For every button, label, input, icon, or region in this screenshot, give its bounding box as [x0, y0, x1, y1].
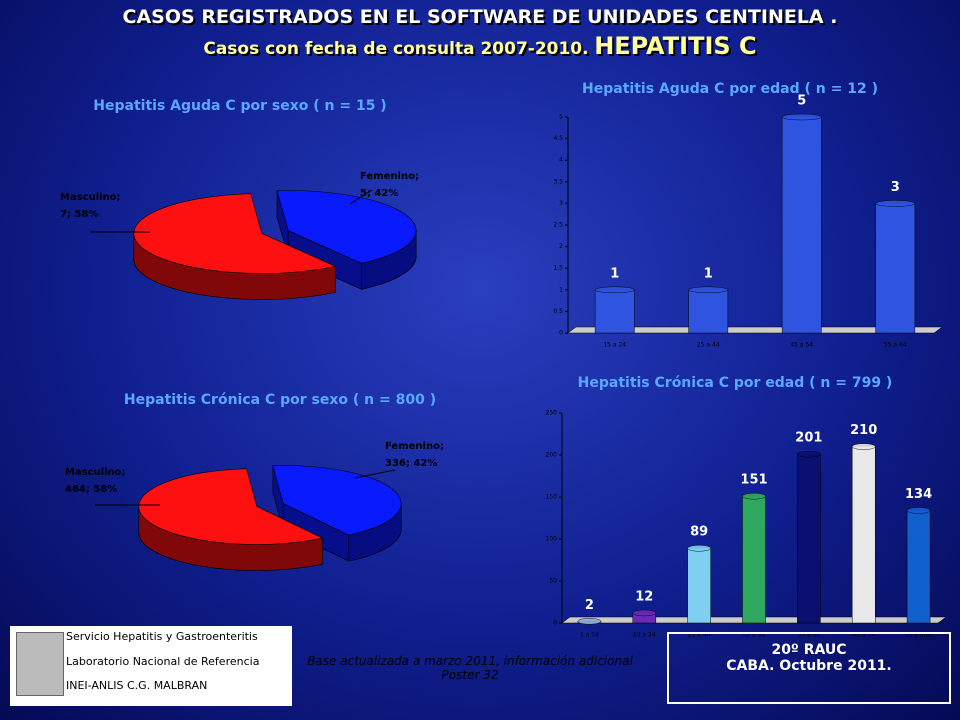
institution-line: Laboratorio Nacional de Referencia	[66, 655, 260, 668]
y-tick-label: 3.5	[553, 178, 563, 185]
bar-value-label: 12	[635, 589, 653, 604]
footnote: Base actualizada a marzo 2011, informaci…	[307, 654, 633, 682]
y-tick-label: 100	[546, 536, 558, 543]
bar-cap	[687, 544, 711, 552]
x-tick-label: 15 a 24	[633, 632, 656, 639]
bar-value-label: 1	[610, 266, 619, 281]
bar-cap	[688, 286, 729, 294]
pie-slice	[272, 465, 402, 536]
y-tick-label: 4	[559, 157, 563, 164]
chart-title: Hepatitis Aguda C por sexo ( n = 15 )	[93, 98, 386, 114]
y-tick-label: 4.5	[553, 135, 563, 142]
bar	[687, 547, 711, 624]
event-line: 20º RAUC	[771, 642, 847, 658]
bar-cap	[781, 113, 822, 121]
y-tick-label: 2	[559, 243, 563, 250]
bar-value-label: 3	[891, 180, 900, 195]
pie-slice	[138, 468, 324, 545]
y-tick-label: 150	[546, 494, 558, 501]
y-tick-label: 0.5	[553, 308, 563, 315]
y-tick-label: 2.5	[553, 222, 563, 229]
pie-slice	[276, 190, 417, 264]
x-tick-label: 25 a 44	[688, 632, 711, 639]
slice-label: 336; 42%	[385, 458, 437, 469]
x-tick-label: 25 a 44	[697, 342, 720, 349]
bar-cap	[797, 450, 821, 458]
pie-slice	[133, 193, 337, 274]
logo	[16, 632, 64, 696]
y-tick-label: 0	[559, 330, 563, 337]
chart-title: Hepatitis Crónica C por sexo ( n = 800 )	[124, 392, 436, 408]
subtitle-emphasis: HEPATITIS C	[594, 32, 757, 60]
bar-value-label: 210	[850, 423, 877, 438]
y-tick-label: 3	[559, 200, 563, 207]
slice-category: Femenino;	[360, 171, 419, 182]
slice-label: 5; 42%	[360, 188, 398, 199]
leader-line	[349, 189, 373, 205]
bar-value-label: 201	[795, 431, 822, 446]
bar-value-label: 5	[797, 94, 806, 109]
x-tick-label: 45 a 54	[743, 632, 766, 639]
institution-line: Servicio Hepatitis y Gastroenteritis	[66, 630, 258, 643]
slide-title: CASOS REGISTRADOS EN EL SOFTWARE DE UNID…	[122, 6, 838, 28]
bar-cap	[632, 609, 657, 617]
bar-cap	[851, 443, 876, 450]
x-tick-label: 65 a 74	[852, 632, 875, 639]
x-tick-label: 55 a 64	[884, 342, 907, 349]
bar	[781, 116, 822, 334]
bar	[875, 203, 916, 334]
slide-subtitle: Casos con fecha de consulta 2007-2010. H…	[0, 32, 960, 60]
bar	[742, 495, 766, 624]
bar	[594, 289, 635, 334]
event-line: CABA. Octubre 2011.	[726, 658, 892, 674]
bar-value-label: 1	[704, 266, 713, 281]
bar	[851, 446, 876, 624]
y-tick-label: 0	[553, 620, 557, 627]
slice-category: Masculino;	[60, 192, 121, 203]
x-tick-label: 1 a 14	[580, 632, 599, 639]
subtitle: Casos con fecha de consulta 2007-2010.	[203, 39, 589, 59]
bar-cap	[742, 492, 766, 500]
leader-line	[354, 469, 396, 479]
institution-box: Servicio Hepatitis y Gastroenteritis Lab…	[10, 626, 292, 706]
y-tick-label: 1.5	[553, 265, 563, 272]
bar	[688, 289, 729, 334]
bar	[797, 453, 821, 624]
bar-value-label: 134	[905, 487, 932, 502]
bar-cap	[875, 200, 916, 207]
bar-value-label: 2	[585, 598, 594, 613]
bar	[906, 510, 931, 624]
y-tick-label: 5	[559, 114, 563, 121]
slice-category: Femenino;	[385, 441, 444, 452]
y-tick-label: 250	[546, 410, 558, 417]
chart-title: Hepatitis Crónica C por edad ( n = 799 )	[578, 375, 893, 391]
slice-category: Masculino;	[65, 467, 126, 478]
x-tick-label: 45 a 54	[790, 342, 813, 349]
bar-cap	[906, 507, 931, 514]
chart-title: Hepatitis Aguda C por edad ( n = 12 )	[582, 81, 878, 97]
x-tick-label: 15 a 24	[603, 342, 626, 349]
x-tick-label: 55 a 64	[797, 632, 820, 639]
bar-cap	[594, 286, 635, 294]
y-tick-label: 1	[559, 286, 563, 293]
bar-value-label: 89	[690, 525, 708, 540]
y-tick-label: 50	[549, 578, 557, 585]
bar-cap	[577, 618, 602, 625]
x-tick-label: 75 y más	[905, 632, 933, 639]
event-box: 20º RAUC CABA. Octubre 2011.	[667, 632, 951, 704]
institution-line: INEI-ANLIS C.G. MALBRAN	[66, 679, 208, 692]
slice-label: 464; 58%	[65, 484, 117, 495]
slice-label: 7; 58%	[60, 209, 98, 220]
y-tick-label: 200	[546, 452, 558, 459]
bar-value-label: 151	[740, 473, 767, 488]
